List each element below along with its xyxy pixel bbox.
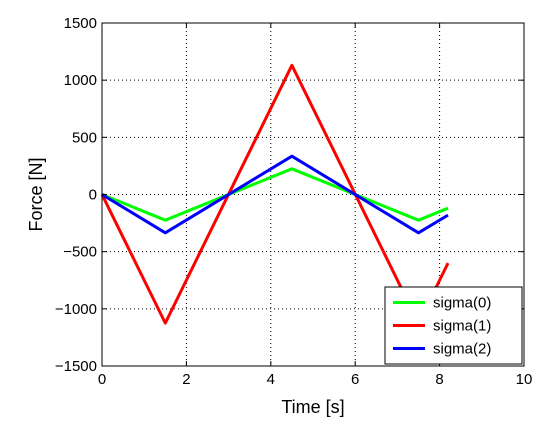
series-line-2: [101, 154, 449, 235]
legend: sigma(0) sigma(1) sigma(2): [384, 286, 523, 365]
legend-entry-0: sigma(0): [433, 295, 491, 312]
x-tick-label: 2: [182, 371, 190, 388]
legend-entry-2: sigma(2): [433, 341, 491, 358]
x-tick-label: 6: [351, 371, 359, 388]
axis-ticks: 0 2 4 6 8 10 −1500 −1000 −500 0 500 1000 1500: [55, 15, 532, 388]
y-tick-label: −500: [63, 244, 97, 261]
y-axis-label: Force [N]: [26, 157, 46, 231]
x-tick-label: 0: [98, 371, 106, 388]
x-axis-label: Time [s]: [281, 397, 344, 417]
y-tick-label: −1500: [55, 358, 97, 375]
y-tick-label: 500: [72, 129, 97, 146]
x-tick-label: 4: [267, 371, 275, 388]
x-tick-label: 8: [435, 371, 443, 388]
series-line-0: [101, 167, 449, 222]
y-tick-label: 1000: [64, 72, 97, 89]
y-tick-label: 0: [89, 187, 97, 204]
y-tick-label: 1500: [64, 15, 97, 32]
legend-entry-1: sigma(1): [433, 318, 491, 335]
y-tick-label: −1000: [55, 301, 97, 318]
x-tick-label: 10: [516, 371, 533, 388]
